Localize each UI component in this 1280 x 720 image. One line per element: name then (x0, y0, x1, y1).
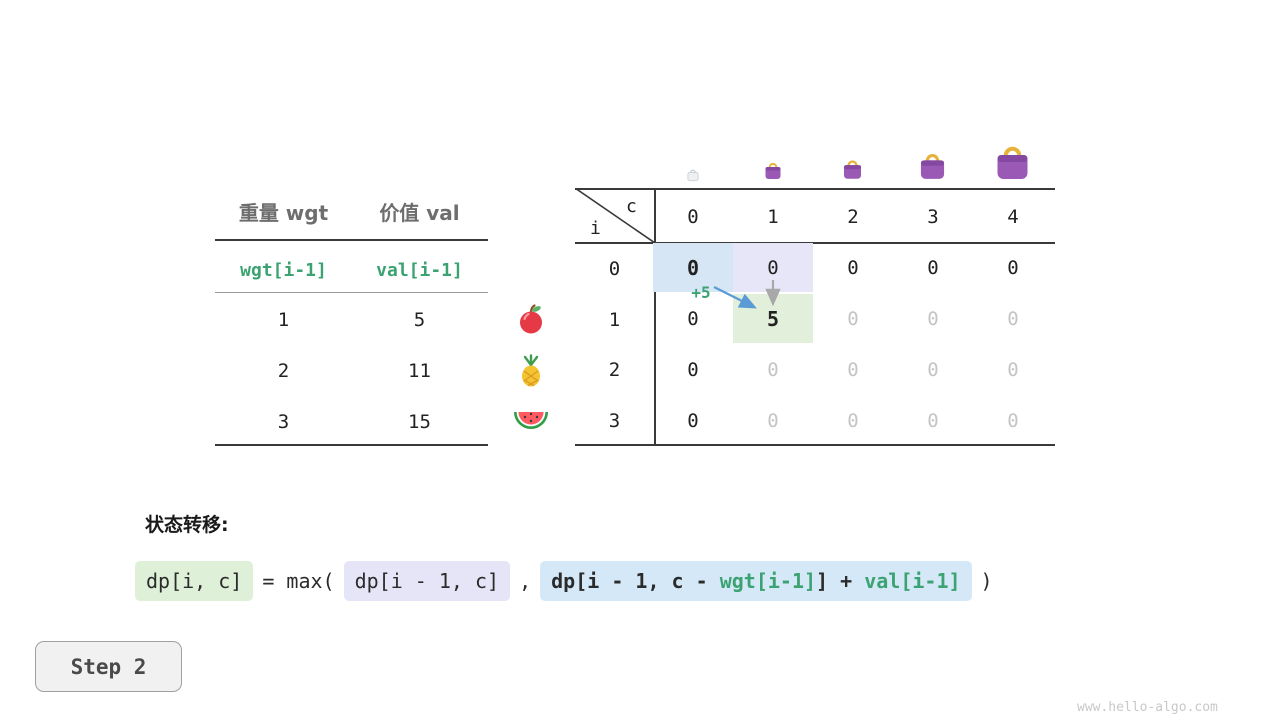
formula-equals-max: = max( (262, 569, 335, 593)
dp-cell-0-0: 0 (653, 243, 733, 292)
dp-table-top-rule (575, 188, 1055, 190)
dp-corner-diagonal (575, 188, 655, 243)
formula-take-wgt: wgt[i-1] (719, 569, 817, 593)
formula-take-bracket: ] + (816, 569, 865, 593)
bag-capacity-4-icon (992, 139, 1033, 183)
dp-cell-1-3: 0 (927, 307, 939, 330)
formula-close-paren: ) (980, 569, 993, 593)
item-2-value: 11 (408, 360, 431, 382)
item-3-weight: 3 (277, 411, 290, 433)
item-1-weight: 1 (277, 309, 290, 331)
dp-cell-2-3: 0 (927, 358, 939, 381)
dp-cell-3-4: 0 (1007, 409, 1019, 432)
dp-cell-2-4: 0 (1007, 358, 1019, 381)
dp-table-header-rule (575, 242, 1055, 244)
dp-cell-0-3: 0 (927, 256, 939, 279)
dp-cell-2-2: 0 (847, 358, 859, 381)
dp-table-vertical-rule (654, 188, 656, 446)
dp-corner-col-label: c (626, 196, 637, 217)
item-2-weight: 2 (277, 360, 290, 382)
items-table-mid-rule (215, 292, 488, 293)
dp-col-header-4: 4 (1007, 206, 1019, 228)
dp-cell-2-0: 0 (687, 358, 699, 381)
state-transition-label: 状态转移: (145, 514, 229, 536)
formula-take-val: val[i-1] (864, 569, 961, 593)
item-3-value: 15 (408, 411, 431, 433)
plus-value-annotation: +5 (691, 283, 711, 302)
dp-cell-3-1: 0 (767, 409, 779, 432)
items-subheader-wgt: wgt[i-1] (240, 259, 327, 281)
dp-cell-2-1: 0 (767, 358, 779, 381)
dp-cell-3-3: 0 (927, 409, 939, 432)
formula-comma: , (519, 569, 532, 593)
dp-cell-3-2: 0 (847, 409, 859, 432)
transition-arrows (713, 280, 781, 309)
items-col-value-header: 价值 val (379, 200, 460, 225)
step-button[interactable]: Step 2 (35, 641, 182, 692)
watermark: www.hello-algo.com (1077, 700, 1218, 715)
items-subheader-val: val[i-1] (376, 259, 463, 281)
dp-row-header-0: 0 (608, 257, 621, 280)
item-1-value: 5 (413, 309, 426, 331)
dp-col-header-1: 1 (767, 206, 779, 228)
formula-take-prefix: dp[i - 1, c - (551, 569, 720, 593)
dp-row-header-1: 1 (608, 308, 621, 331)
formula-option-keep: dp[i - 1, c] (343, 561, 511, 601)
dp-row-header-3: 3 (608, 409, 621, 432)
diagonal-transfer-arrow-icon (713, 286, 757, 309)
dp-col-header-0: 0 (687, 206, 699, 228)
apple-icon (513, 301, 549, 335)
dp-table-bottom-rule (575, 444, 1055, 446)
items-table-top-rule (215, 239, 488, 241)
formula-lhs: dp[i, c] (135, 561, 254, 601)
items-col-weight-header: 重量 wgt (238, 200, 329, 225)
dp-col-header-3: 3 (927, 206, 939, 228)
bag-capacity-3-icon (917, 148, 948, 182)
dp-cell-1-4: 0 (1007, 307, 1019, 330)
dp-cell-0-2: 0 (847, 256, 859, 279)
state-transition-formula: dp[i, c] = max( dp[i - 1, c] , dp[i - 1,… (135, 558, 1002, 604)
dp-cell-0-4: 0 (1007, 256, 1019, 279)
formula-option-take: dp[i - 1, c - wgt[i-1]] + val[i-1] (540, 561, 972, 601)
pineapple-icon (513, 352, 549, 388)
items-table-bottom-rule (215, 444, 488, 446)
watermelon-icon (511, 405, 551, 435)
dp-cell-3-0: 0 (687, 409, 699, 432)
dp-row-header-2: 2 (608, 358, 621, 381)
bag-capacity-1-icon (763, 159, 783, 181)
dp-cell-1-2: 0 (847, 307, 859, 330)
bag-capacity-0-icon (686, 167, 700, 182)
dp-col-header-2: 2 (847, 206, 859, 228)
dp-cell-1-0: 0 (687, 307, 699, 330)
dp-corner-row-label: i (590, 218, 601, 239)
bag-capacity-2-icon (841, 156, 864, 181)
